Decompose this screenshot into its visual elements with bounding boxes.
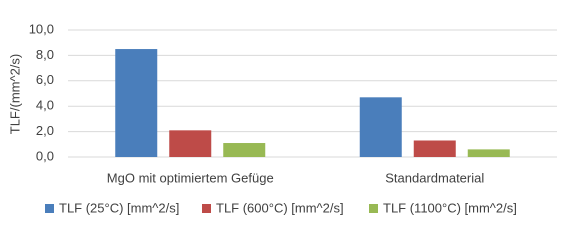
bar: [169, 130, 212, 157]
y-tick-label: 10,0: [29, 21, 54, 36]
y-axis-label: TLF/(mm^2/s): [7, 54, 22, 134]
y-tick-label: 8,0: [36, 47, 54, 62]
x-tick-label: Standardmaterial: [385, 170, 484, 185]
y-tick-label: 4,0: [36, 98, 54, 113]
legend-swatch: [202, 204, 211, 213]
legend-swatch: [45, 204, 54, 213]
bar: [467, 149, 510, 157]
y-tick-label: 0,0: [36, 148, 54, 163]
legend-label: TLF (1100°C) [mm^2/s]: [383, 200, 517, 215]
legend-label: TLF (600°C) [mm^2/s]: [216, 200, 344, 215]
legend-label: TLF (25°C) [mm^2/s]: [59, 200, 179, 215]
bar: [115, 49, 158, 157]
bar: [359, 97, 402, 157]
bar: [223, 143, 266, 157]
chart: TLF/(mm^2/s) 0,0 2,0 4,0 6,0 8,0 10,0 MgO mit …: [0, 0, 567, 226]
y-tick-label: 6,0: [36, 72, 54, 87]
x-tick-label: MgO mit optimiertem Gefüge: [107, 170, 274, 185]
legend-swatch: [369, 204, 378, 213]
background: [0, 0, 567, 226]
bar: [413, 140, 456, 157]
y-tick-label: 2,0: [36, 123, 54, 138]
